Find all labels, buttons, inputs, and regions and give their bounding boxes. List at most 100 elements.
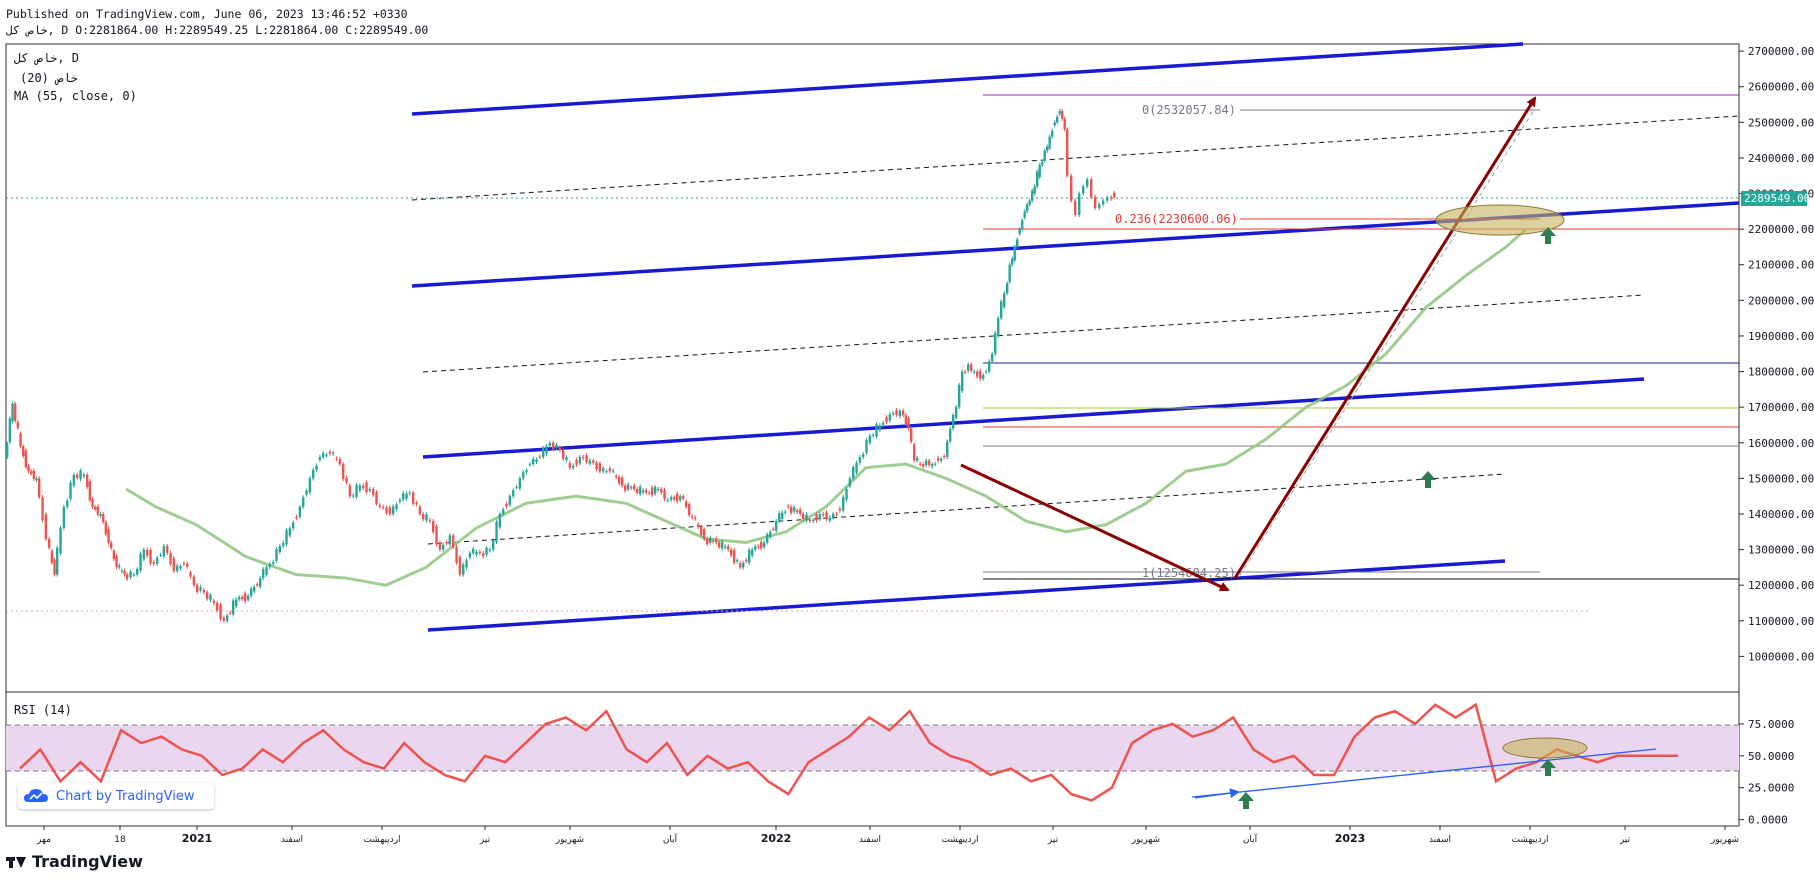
candle	[322, 452, 325, 458]
price-tick-label: 1800000.00	[1748, 366, 1814, 379]
candle	[222, 617, 226, 621]
ma-line[interactable]	[125, 228, 1527, 587]
tradingview-watermark[interactable]: Chart by TradingView	[18, 783, 214, 809]
rsi-blue-arrow[interactable]	[1194, 788, 1240, 799]
channel-midline-1[interactable]	[411, 115, 1740, 201]
price-axis[interactable]: 2700000.00 2600000.00 2500000.00 2400000.00…	[1739, 45, 1814, 663]
tradingview-logo[interactable]: TradingView	[6, 852, 143, 871]
candle	[838, 508, 842, 511]
candle	[365, 482, 368, 493]
candle	[916, 458, 919, 461]
candle	[1090, 179, 1093, 198]
candle	[488, 549, 492, 551]
candle	[955, 407, 958, 418]
candle	[848, 478, 852, 487]
candle	[532, 458, 535, 465]
arrow-down-trend[interactable]	[960, 463, 1230, 592]
candle	[715, 538, 718, 543]
channel-line-3[interactable]	[422, 377, 1645, 459]
candle	[621, 477, 624, 486]
candle	[96, 506, 100, 515]
candle	[206, 592, 209, 599]
candle	[62, 506, 66, 528]
candle	[572, 465, 575, 468]
candle	[552, 442, 555, 450]
price-tick-label: 1300000.00	[1748, 544, 1814, 557]
candle	[818, 513, 822, 520]
candle	[259, 578, 262, 587]
candle	[512, 490, 515, 497]
time-tick-label: 2021	[182, 832, 213, 845]
price-tick-label: 2600000.00	[1748, 81, 1814, 94]
channel-line-top[interactable]	[411, 42, 1524, 116]
channel-midline-2[interactable]	[422, 294, 1645, 373]
candle	[1000, 301, 1003, 319]
support-zone-ellipse[interactable]	[1435, 204, 1565, 236]
candle	[244, 593, 247, 602]
candle	[285, 529, 288, 545]
candle	[882, 422, 885, 425]
candle	[262, 569, 265, 579]
candle	[815, 514, 818, 521]
candle	[733, 549, 736, 563]
rsi-line[interactable]	[19, 702, 1678, 802]
candle	[107, 528, 110, 543]
candle	[179, 566, 182, 569]
candle	[1058, 110, 1061, 114]
time-axis[interactable]: ﻣﻬﺮ 18 2021 ﺍﺳﻔﻨﺪ ﺍﺭﺩﯾﺒﻬﺸﺖ ﺗﯿﺮ ﺷﻬﺮﯾﻮﺭ ﺁﺑﺎﻥ 2022 ﺍ…	[36, 826, 1739, 845]
candle	[1094, 197, 1097, 208]
rsi-tick-label: 75.0000	[1748, 718, 1794, 731]
price-tick-label: 1400000.00	[1748, 508, 1814, 521]
candle	[588, 460, 592, 464]
candle	[11, 403, 14, 422]
rsi-zone-ellipse[interactable]	[1502, 737, 1588, 759]
candle	[196, 585, 199, 592]
candle	[575, 459, 578, 465]
candle	[79, 470, 82, 480]
time-tick-label: ﺁﺑﺎﻥ	[663, 833, 678, 845]
candle	[41, 497, 44, 521]
time-tick-label: ﺗﯿﺮ	[1619, 835, 1631, 845]
candle	[112, 550, 116, 560]
candle	[1070, 175, 1073, 201]
rsi-axis[interactable]: 75.0000 50.0000 25.0000 0.0000	[1739, 718, 1794, 827]
candle	[862, 454, 865, 458]
candle	[16, 422, 20, 428]
candle	[14, 403, 17, 421]
rsi-layer	[19, 702, 1678, 802]
candle	[355, 484, 358, 497]
candle	[1026, 204, 1029, 212]
ohlc-line: ﺧﺎﺹ ﮐﻞ, D O:2281864.00 H:2289549.25 L:22…	[6, 23, 429, 37]
rsi-trendline[interactable]	[1191, 748, 1657, 798]
candle	[673, 497, 676, 500]
candle	[66, 500, 69, 507]
candle	[1008, 264, 1011, 282]
candle	[724, 546, 727, 548]
fib-diagonal[interactable]	[1239, 109, 1535, 576]
candle	[878, 424, 882, 430]
candle	[605, 471, 608, 473]
candle	[1053, 122, 1056, 126]
candle	[663, 489, 666, 500]
candle	[115, 556, 118, 568]
candle	[982, 375, 985, 379]
candle	[937, 458, 940, 461]
fib-label-0236: 0.236(2230600.06)	[1115, 212, 1238, 226]
green-up-arrow-icon	[1420, 471, 1436, 488]
candle	[209, 595, 212, 601]
candle	[1102, 200, 1105, 205]
candle	[778, 513, 781, 522]
price-pane[interactable]	[5, 43, 1740, 693]
candle	[69, 482, 72, 500]
candle	[278, 546, 282, 552]
candle	[636, 489, 639, 493]
arrow-up-trend[interactable]	[1233, 96, 1537, 579]
candle	[142, 549, 146, 560]
candle	[1074, 200, 1077, 215]
candle	[565, 457, 568, 461]
candle	[368, 489, 372, 491]
time-tick-label: ﺗﯿﺮ	[1047, 835, 1059, 845]
candle	[852, 466, 855, 479]
candle	[703, 529, 706, 539]
